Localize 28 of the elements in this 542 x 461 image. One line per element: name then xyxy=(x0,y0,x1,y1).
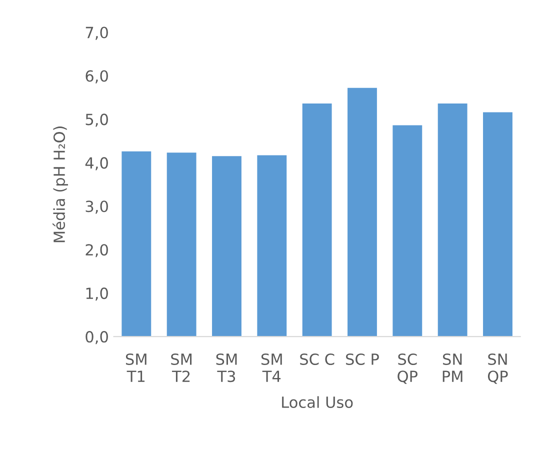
y-axis-title: Média (pH H₂O) xyxy=(52,126,68,242)
x-tick-label: SN PM xyxy=(442,353,462,382)
y-tick-label: 7,0 xyxy=(86,26,108,40)
bar xyxy=(120,150,152,337)
x-axis-title: Local Uso xyxy=(282,396,353,408)
x-tick-label: SC C xyxy=(300,353,334,366)
y-tick-label: 2,0 xyxy=(86,244,108,258)
bar xyxy=(166,152,198,337)
bar xyxy=(211,155,242,337)
y-tick-label: 3,0 xyxy=(86,200,108,214)
y-tick-label: 0,0 xyxy=(86,330,108,344)
bar xyxy=(437,102,468,337)
x-tick-label: SM T4 xyxy=(261,353,282,382)
y-tick-label: 6,0 xyxy=(86,70,108,84)
bar xyxy=(256,154,288,337)
bar xyxy=(482,111,514,337)
y-tick-label: 1,0 xyxy=(86,288,108,301)
x-tick-label: SM T1 xyxy=(126,353,146,382)
x-tick-label: SC QP xyxy=(398,353,418,384)
x-tick-label: SC P xyxy=(346,353,379,366)
bar xyxy=(392,124,423,337)
bar xyxy=(302,102,333,337)
y-tick-label: 5,0 xyxy=(86,114,108,127)
bar xyxy=(346,87,378,337)
x-tick-label: SN QP xyxy=(488,353,508,384)
y-tick-label: 4,0 xyxy=(85,157,108,170)
x-tick-label: SM T2 xyxy=(171,353,192,382)
x-tick-label: SM T3 xyxy=(216,353,237,382)
